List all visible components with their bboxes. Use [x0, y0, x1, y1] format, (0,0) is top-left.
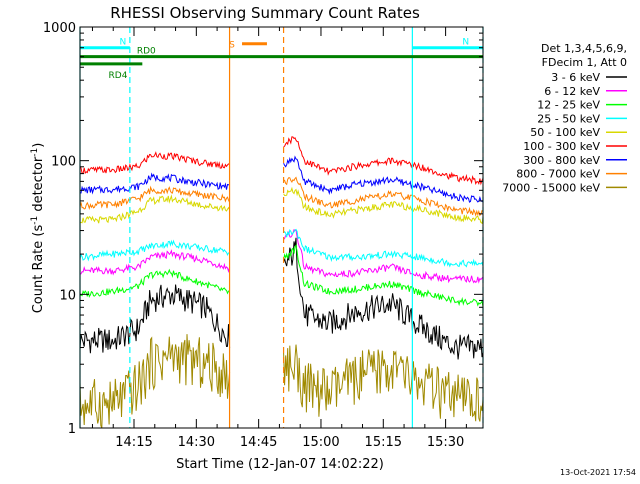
legend-label: 100 - 300 keV — [523, 140, 600, 153]
legend-header-1: Det 1,3,4,5,6,9, — [541, 42, 627, 55]
y-tick-label: 1 — [68, 422, 76, 437]
series-line — [283, 228, 484, 284]
legend-label: 800 - 7000 keV — [516, 168, 600, 181]
plot-area — [79, 136, 484, 429]
x-tick-label: 15:30 — [427, 435, 464, 450]
series-line — [283, 237, 484, 360]
x-axis-ticks: 14:15 14:30 14:45 15:00 15:15 15:30 — [91, 27, 467, 450]
series-line — [283, 186, 484, 225]
legend-label: 300 - 800 keV — [523, 154, 600, 167]
annotations: S N N RD0 RD4 — [79, 27, 484, 428]
x-axis-label: Start Time (12-Jan-07 14:02:22) — [176, 457, 384, 472]
series-line — [283, 228, 484, 268]
plot-frame — [79, 26, 484, 429]
chart-title: RHESSI Observing Summary Count Rates — [110, 4, 420, 22]
series-line — [79, 194, 231, 224]
y-axis-ticks: 1 10 100 1000 — [43, 21, 483, 437]
series-line — [283, 244, 484, 307]
series-line — [283, 136, 484, 186]
legend-label: 3 - 6 keV — [551, 71, 600, 84]
y-label-part3: ) — [31, 143, 46, 148]
series-line — [79, 284, 231, 354]
series-line — [79, 334, 231, 429]
legend-label: 7000 - 15000 keV — [502, 181, 600, 194]
legend: Det 1,3,4,5,6,9, FDecim 1, Att 0 3 - 6 k… — [502, 42, 627, 194]
series-line — [79, 249, 231, 276]
y-tick-label: 1000 — [43, 21, 76, 36]
legend-label: 6 - 12 keV — [544, 85, 600, 98]
x-tick-label: 14:45 — [240, 435, 277, 450]
x-tick-label: 15:15 — [365, 435, 402, 450]
legend-label: 25 - 50 keV — [537, 112, 600, 125]
y-tick-label: 100 — [51, 155, 76, 170]
legend-header-2: FDecim 1, Att 0 — [542, 56, 627, 69]
series-line — [79, 268, 230, 298]
annotation-label: RD0 — [137, 47, 156, 57]
series-line — [283, 344, 484, 422]
legend-label: 50 - 100 keV — [530, 126, 600, 139]
annotation-label: N — [120, 38, 127, 48]
annotation-label: S — [229, 41, 235, 51]
y-label-sup1: -1 — [30, 216, 40, 225]
series-line — [79, 185, 231, 211]
legend-label: 12 - 25 keV — [537, 99, 600, 112]
x-tick-label: 15:00 — [302, 435, 339, 450]
series-line — [79, 239, 230, 262]
timestamp: 13-Oct-2021 17:54 — [560, 468, 636, 477]
y-label-part2: detector — [31, 156, 46, 216]
series-line — [80, 172, 230, 195]
series-line — [79, 151, 230, 175]
annotation-label: N — [462, 38, 469, 48]
series-line — [283, 155, 484, 203]
series-line — [283, 176, 484, 217]
y-label-sup2: -1 — [30, 148, 40, 157]
y-label-part1: Count Rate (s — [31, 225, 46, 314]
x-tick-label: 14:15 — [115, 435, 152, 450]
y-tick-label: 10 — [59, 288, 76, 303]
annotation-label: RD4 — [109, 71, 128, 81]
x-tick-label: 14:30 — [178, 435, 215, 450]
y-axis-label: Count Rate (s-1 detector-1) — [30, 143, 46, 314]
